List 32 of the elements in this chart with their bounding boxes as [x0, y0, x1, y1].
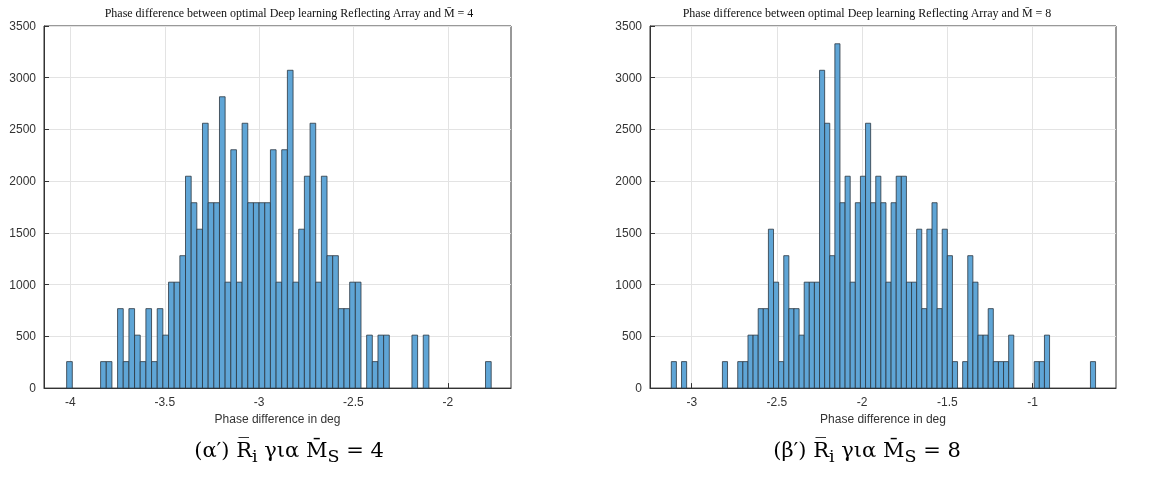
y-tick-label: 500 — [15, 329, 37, 344]
x-tick-label: -1.5 — [936, 395, 958, 410]
x-tick-label: -2 — [442, 395, 454, 410]
y-tick-label: 0 — [635, 381, 643, 396]
y-tick-label: 2000 — [9, 174, 37, 189]
y-tick-label: 2500 — [615, 122, 643, 137]
y-tick-label: 0 — [29, 381, 37, 396]
y-tick-label: 3000 — [615, 70, 643, 85]
x-tick-label: -2 — [856, 395, 868, 410]
x-tick-label: -4 — [65, 395, 77, 410]
x-tick-label: -1 — [1027, 395, 1039, 410]
x-tick-label: -2.5 — [766, 395, 788, 410]
chart-title: Phase difference between optimal Deep learning Reflecting Array and M̄ = 4 — [104, 6, 474, 20]
y-tick-label: 1000 — [9, 277, 37, 292]
y-tick-label: 2500 — [9, 122, 37, 137]
y-tick-label: 2000 — [615, 174, 643, 189]
x-tick-label: -3 — [253, 395, 265, 410]
text: (α′) R̅$_{i}$ για M̄$_{S}$ = 4 — [193, 438, 385, 467]
y-tick-label: 1500 — [615, 225, 643, 240]
chart-title: Phase difference between optimal Deep learning Reflecting Array and M̄ = 8 — [682, 6, 1052, 20]
y-tick-label: 1500 — [9, 225, 37, 240]
y-tick-label: 3500 — [9, 19, 37, 33]
y-tick-label: 500 — [621, 329, 643, 344]
y-tick-label: 3000 — [9, 70, 37, 85]
x-tick-label: -2.5 — [343, 395, 365, 410]
x-axis-title: Phase difference in deg — [214, 412, 341, 426]
text: (β′) R̅$_{i}$ για M̄$_{S}$ = 8 — [772, 438, 962, 467]
x-tick-label: -3.5 — [154, 395, 176, 410]
y-tick-label: 1000 — [615, 277, 643, 292]
y-tick-label: 3500 — [615, 19, 643, 33]
x-tick-label: -3 — [686, 395, 698, 410]
x-axis-title: Phase difference in deg — [820, 412, 946, 426]
